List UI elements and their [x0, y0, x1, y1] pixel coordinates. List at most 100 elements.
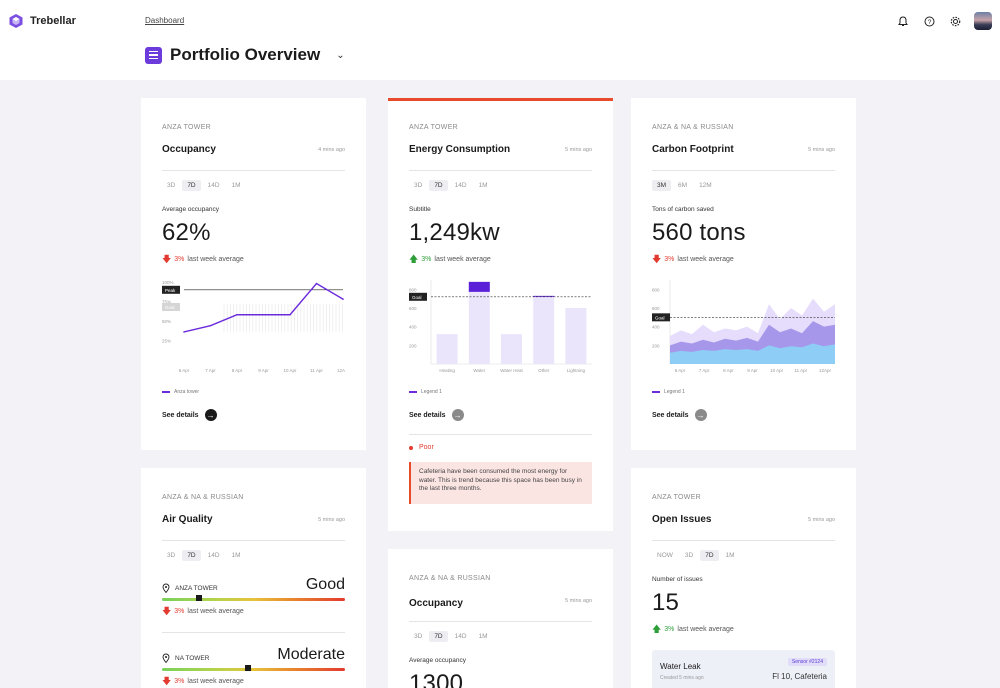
header-actions: ? — [896, 12, 992, 30]
breadcrumb[interactable]: Dashboard — [145, 16, 185, 25]
goal-label: Goal — [412, 295, 422, 300]
carbon-card: ANZA & NA & RUSSIAN Carbon Footprint 5 m… — [631, 98, 856, 450]
tab-7d[interactable]: 7D — [429, 180, 448, 191]
gear-icon[interactable] — [948, 14, 962, 28]
aq-level-marker — [195, 595, 202, 601]
tab-14d[interactable]: 14D — [454, 182, 467, 189]
aq-status: Moderate — [277, 646, 345, 663]
see-details-link[interactable]: See details → — [409, 409, 464, 421]
card-timestamp: 5 mins ago — [808, 517, 835, 523]
trend-percent: 3% — [174, 608, 185, 615]
tab-3d[interactable]: 3D — [167, 552, 176, 559]
goal-label-bg — [409, 292, 427, 301]
card-timestamp: 4 mins ago — [318, 147, 345, 153]
aq-row-na: NA TOWER Moderate 🡇 3% last week average — [162, 646, 345, 688]
tab-1m[interactable]: 1M — [725, 552, 735, 559]
tab-14d[interactable]: 14D — [454, 633, 467, 640]
arrow-up-icon: 🡅 — [652, 624, 662, 634]
tab-now[interactable]: NOW — [657, 552, 673, 559]
range-tabs: NOW 3D 7D 1M — [652, 550, 740, 561]
see-details-link[interactable]: See details → — [652, 409, 707, 421]
trend: 🡇 3% last week average — [162, 254, 244, 264]
list-icon — [145, 46, 162, 64]
aq-location-label: ANZA TOWER — [175, 584, 218, 592]
card-title: Carbon Footprint — [652, 144, 734, 155]
x-tick-label: 10 Apr — [770, 368, 784, 373]
divider — [409, 434, 592, 435]
see-details-label: See details — [409, 411, 446, 419]
tab-7d[interactable]: 7D — [700, 550, 719, 561]
page-title-group[interactable]: Portfolio Overview ⌄ — [145, 45, 345, 65]
aq-location: ANZA TOWER — [162, 583, 218, 593]
goal-label-bg — [162, 302, 180, 311]
metric-value: 1300 — [409, 670, 464, 688]
arrow-down-icon: 🡇 — [162, 254, 172, 264]
tab-12m[interactable]: 12M — [699, 182, 712, 189]
arrow-down-icon: 🡇 — [162, 676, 172, 686]
data-point — [236, 313, 238, 316]
bar — [468, 281, 490, 364]
tab-3d[interactable]: 3D — [167, 182, 176, 189]
tab-1m[interactable]: 1M — [478, 633, 488, 640]
metric-label: Number of issues — [652, 576, 703, 583]
card-timestamp: 5 mins ago — [318, 517, 345, 523]
tab-14d[interactable]: 14D — [207, 552, 220, 559]
status-dot — [409, 445, 413, 450]
arrow-right-icon: → — [694, 409, 707, 421]
chevron-down-icon[interactable]: ⌄ — [336, 49, 345, 61]
card-location: ANZA & NA & RUSSIAN — [162, 494, 244, 501]
trend-text: last week average — [187, 608, 244, 615]
trend: 🡇 3% last week average — [652, 254, 734, 264]
help-icon[interactable]: ? — [922, 14, 936, 28]
tab-3d[interactable]: 3D — [414, 182, 423, 189]
card-location: ANZA & NA & RUSSIAN — [652, 124, 734, 131]
range-tabs: 3D 7D 14D 1M — [409, 631, 493, 642]
chart-legend: Legend 1 — [652, 389, 685, 395]
data-point — [289, 313, 291, 316]
divider — [409, 170, 592, 171]
data-point — [209, 324, 212, 327]
tab-6m[interactable]: 6M — [678, 182, 688, 189]
tab-1m[interactable]: 1M — [231, 552, 241, 559]
issue-item[interactable]: Water Leak Created 5 mins ago Sensor #21… — [652, 650, 835, 688]
data-point — [315, 282, 318, 285]
tab-7d[interactable]: 7D — [429, 631, 448, 642]
card-title: Energy Consumption — [409, 144, 511, 155]
aq-row-anza: ANZA TOWER Good 🡇 3% last week average — [162, 576, 345, 620]
tab-1m[interactable]: 1M — [231, 182, 241, 189]
trend-text: last week average — [434, 256, 491, 263]
open-issues-card: ANZA TOWER Open Issues 5 mins ago NOW 3D… — [631, 468, 856, 688]
goal-label: Goal — [655, 315, 665, 320]
aq-scale-bar — [162, 598, 345, 601]
tab-3d[interactable]: 3D — [684, 552, 694, 559]
x-tick-label: 8 Apr — [232, 368, 243, 373]
avatar[interactable] — [974, 12, 992, 30]
tab-3m[interactable]: 3M — [652, 180, 672, 191]
y-tick-label: 800 — [409, 287, 417, 292]
issue-title: Water Leak — [660, 662, 701, 671]
trend: 🡇 3% last week average — [162, 607, 244, 616]
y-tick-label: 50% — [162, 319, 171, 324]
occupancy-multi-card: ANZA & NA & RUSSIAN Occupancy 5 mins ago… — [388, 549, 613, 688]
status-indicator: Poor — [409, 444, 434, 451]
alert-accent-bar — [388, 98, 613, 101]
tab-7d[interactable]: 7D — [182, 550, 201, 561]
tab-14d[interactable]: 14D — [207, 182, 220, 189]
tab-7d[interactable]: 7D — [182, 180, 201, 191]
legend-label: Anza tower — [174, 389, 200, 395]
arrow-right-icon: → — [451, 409, 464, 421]
trend-percent: 3% — [174, 256, 185, 263]
area-layer — [670, 343, 835, 364]
app-name: Trebellar — [30, 15, 76, 27]
divider — [162, 170, 345, 171]
app-logo[interactable]: Trebellar — [8, 13, 76, 29]
see-details-link[interactable]: See details → — [162, 409, 217, 421]
bell-icon[interactable] — [896, 14, 910, 28]
arrow-down-icon: 🡇 — [652, 254, 662, 264]
metric-value: 560 tons — [652, 219, 746, 246]
x-tick-label: 8 Apr — [723, 368, 734, 373]
page-title: Portfolio Overview — [170, 45, 321, 64]
tab-1m[interactable]: 1M — [478, 182, 488, 189]
tab-3d[interactable]: 3D — [414, 633, 423, 640]
card-location: ANZA TOWER — [409, 124, 459, 131]
